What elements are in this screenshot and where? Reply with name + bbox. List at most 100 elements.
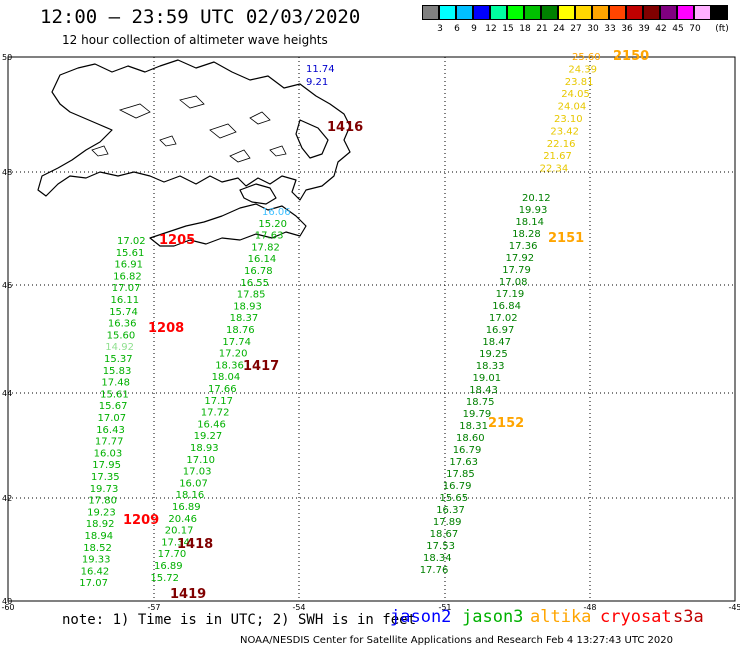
- pass-number-label: 2152: [488, 416, 524, 431]
- wave-height-value: 17.53: [426, 541, 455, 552]
- colorbar-label: 24: [553, 24, 565, 34]
- pass-number-label: 1417: [243, 359, 279, 374]
- wave-height-value: 19.33: [82, 555, 111, 566]
- longitude-tick-label: -48: [583, 603, 596, 612]
- wave-height-value: 16.79: [453, 445, 482, 456]
- wave-height-value: 19.27: [194, 431, 223, 442]
- wave-height-value: 16.97: [486, 325, 515, 336]
- satellite-legend-altika: altika: [530, 607, 592, 627]
- latitude-tick-label: 42: [2, 494, 12, 503]
- wave-height-value: 15.65: [440, 493, 469, 504]
- pass-number-label: 1416: [327, 120, 363, 135]
- latitude-tick-label: 50: [2, 53, 12, 62]
- wave-height-value: 24.05: [561, 89, 590, 100]
- wave-height-value: 18.93: [233, 301, 262, 312]
- colorbar-swatch: [541, 5, 558, 20]
- wave-height-value: 17.79: [502, 265, 531, 276]
- latitude-tick-label: 44: [2, 389, 12, 398]
- wave-height-value: 18.47: [482, 337, 511, 348]
- wave-height-value: 17.63: [449, 457, 478, 468]
- wave-height-value: 17.70: [158, 549, 187, 560]
- colorbar-label: 39: [638, 24, 650, 34]
- pass-number-label: 1419: [170, 587, 206, 602]
- wave-height-value: 18.93: [190, 443, 219, 454]
- wave-height-value: 17.08: [499, 277, 528, 288]
- wave-height-value: 17.02: [117, 236, 146, 247]
- satellite-legend-jason2: jason2: [390, 607, 452, 627]
- colorbar-swatch: [643, 5, 660, 20]
- wave-height-value: 17.72: [201, 408, 230, 419]
- wave-height-value: 22.34: [540, 164, 569, 175]
- wave-height-value: 17.48: [101, 378, 130, 389]
- wave-height-value: 15.20: [258, 219, 287, 230]
- colorbar-swatch: [422, 5, 439, 20]
- colorbar-swatch: [677, 5, 694, 20]
- wave-height-value: 18.67: [430, 529, 459, 540]
- wave-height-value: 16.36: [108, 319, 137, 330]
- colorbar-swatch: [439, 5, 456, 20]
- latitude-tick-label: 40: [2, 597, 12, 606]
- wave-height-value: 15.72: [150, 573, 179, 584]
- wave-height-value: 9.21: [306, 77, 328, 88]
- wave-height-value: 18.28: [512, 229, 541, 240]
- wave-height-value: 20.12: [522, 193, 551, 204]
- colorbar-swatch: [575, 5, 592, 20]
- wave-height-value: 19.79: [463, 409, 492, 420]
- wave-height-value: 20.17: [165, 526, 194, 537]
- wave-height-value: 11.74: [306, 64, 335, 75]
- wave-height-value: 17.76: [420, 565, 449, 576]
- map-frame: [7, 56, 736, 602]
- wave-height-value: 16.82: [113, 271, 142, 282]
- wave-height-value: 15.61: [100, 389, 129, 400]
- wave-height-value: 25.60: [572, 52, 601, 63]
- colorbar-label: 42: [655, 24, 667, 34]
- pass-number-label: 1205: [159, 233, 195, 248]
- longitude-ticks: -60 -57 -54 -51 -48 -45: [1, 603, 740, 612]
- wave-height-value: 15.37: [104, 354, 133, 365]
- wave-height-value: 18.04: [212, 372, 241, 383]
- colorbar-label: 36: [621, 24, 633, 34]
- colorbar-swatch: [473, 5, 490, 20]
- wave-height-value: 18.36: [215, 360, 244, 371]
- wave-height-value: 16.84: [492, 301, 521, 312]
- wave-height-value: 19.25: [479, 349, 508, 360]
- wave-height-value: 17.10: [186, 455, 215, 466]
- wave-height-value: 16.91: [114, 260, 143, 271]
- wave-height-value: 17.80: [88, 496, 117, 507]
- wave-height-value: 22.16: [547, 139, 576, 150]
- colorbar-label: 21: [536, 24, 548, 34]
- colorbar-label: 33: [604, 24, 616, 34]
- wave-height-value: 17.95: [92, 460, 121, 471]
- wave-height-value: 15.83: [103, 366, 132, 377]
- wave-height-value: 17.63: [255, 231, 284, 242]
- wave-height-value: 15.67: [99, 401, 128, 412]
- wave-height-value: 16.06: [262, 207, 291, 218]
- nova-scotia-coast: [149, 203, 307, 247]
- wave-height-value: 17.07: [79, 578, 108, 589]
- longitude-tick-label: -51: [438, 603, 451, 612]
- colorbar-swatch: [558, 5, 575, 20]
- wave-height-value: 16.14: [248, 254, 277, 265]
- pass-number-label: 2151: [548, 231, 584, 246]
- wave-height-value: 17.82: [251, 242, 280, 253]
- wave-height-value: 18.43: [469, 385, 498, 396]
- wave-height-value: 23.10: [554, 114, 583, 125]
- colorbar-label: 27: [570, 24, 582, 34]
- footer-note: note: 1) Time is in UTC; 2) SWH is in fe…: [62, 612, 417, 628]
- wave-height-value: 24.04: [558, 102, 587, 113]
- wave-height-value: 16.46: [197, 419, 226, 430]
- wave-height-value: 17.17: [204, 396, 233, 407]
- wave-height-value: 23.42: [550, 126, 579, 137]
- coastline: [37, 59, 351, 247]
- colorbar-label: 15: [502, 24, 514, 34]
- wave-height-value: 16.03: [94, 448, 123, 459]
- colorbar-label: 18: [519, 24, 531, 34]
- wave-height-value: 17.07: [112, 283, 141, 294]
- wave-height-value: 16.89: [172, 502, 201, 513]
- wave-height-value: 17.89: [433, 517, 462, 528]
- wave-height-value: 16.37: [436, 505, 465, 516]
- wave-height-value: 16.11: [111, 295, 140, 306]
- colorbar-label: 30: [587, 24, 599, 34]
- wave-height-value: 18.31: [459, 421, 488, 432]
